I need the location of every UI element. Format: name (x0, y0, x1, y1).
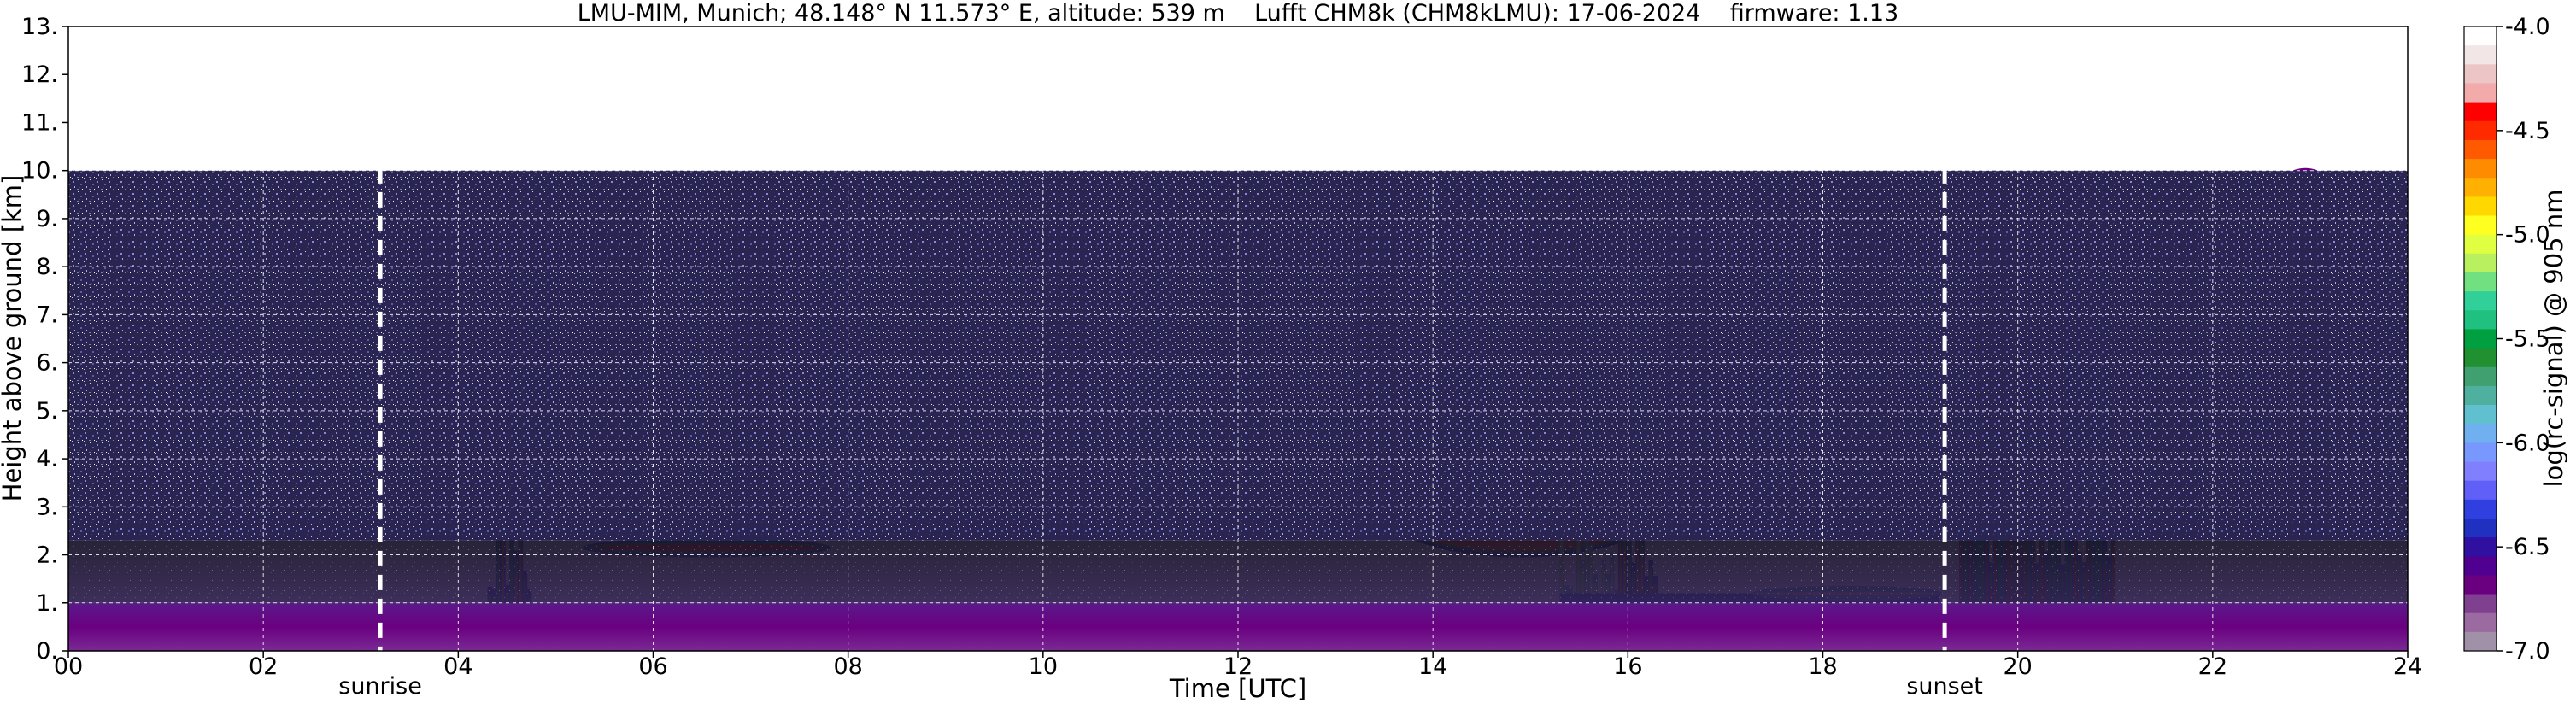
colorbar-tick-label: -7.0 (2505, 638, 2550, 665)
x-tick-label: 20 (2003, 653, 2032, 680)
colorbar: -4.0 -4.5 -5.0 -5.5 -6.0 -6.5 -7.0 (2463, 14, 2550, 665)
x-tick-label: 12 (1223, 653, 1253, 680)
x-tick-label: 04 (443, 653, 472, 680)
y-tick-label: 9. (36, 206, 58, 232)
colorbar-segment (2464, 424, 2497, 443)
x-tick-label: 10 (1029, 653, 1058, 680)
colorbar-segment (2464, 178, 2497, 197)
colorbar-segment (2464, 139, 2497, 160)
x-tick-label: 16 (1613, 653, 1642, 680)
y-tick-label: 13. (21, 14, 58, 40)
colorbar-segment (2464, 442, 2497, 463)
x-tick-label: 06 (638, 653, 667, 680)
y-axis: 0. 1. 2. 3. 4. 5. 6. 7. 8. 9. 10. 11. 12. 13. (21, 14, 68, 665)
colorbar-segment (2464, 159, 2497, 179)
x-tick-label: 08 (833, 653, 862, 680)
colorbar-segment (2464, 102, 2497, 122)
x-tick-label: 24 (2393, 653, 2422, 680)
colorbar-segment (2464, 26, 2497, 46)
colorbar-segment (2464, 253, 2497, 273)
colorbar-segment (2464, 348, 2497, 368)
colorbar-segment (2464, 64, 2497, 85)
colorbar-segment (2464, 83, 2497, 103)
y-tick-label: 10. (21, 158, 58, 185)
colorbar-segment (2464, 405, 2497, 425)
y-tick-label: 4. (36, 446, 58, 472)
x-tick-label: 14 (1418, 653, 1447, 680)
y-tick-label: 6. (36, 350, 58, 377)
colorbar-tick-label: -6.5 (2505, 534, 2550, 560)
y-tick-label: 2. (36, 542, 58, 569)
colorbar-segment (2464, 45, 2497, 65)
residual-layer-speckle (68, 540, 2408, 603)
colorbar-tick-label: -5.0 (2505, 222, 2550, 249)
colorbar-segment (2464, 556, 2497, 576)
y-tick-label: 8. (36, 254, 58, 280)
y-tick-label: 7. (36, 302, 58, 328)
colorbar-segment (2464, 575, 2497, 595)
colorbar-segment (2464, 537, 2497, 557)
colorbar-label: log(rc-signal) @ 905 nm (2539, 190, 2568, 488)
colorbar-segment (2464, 310, 2497, 331)
x-axis-label: Time [UTC] (1169, 674, 1306, 703)
y-tick-label: 11. (21, 109, 58, 136)
colorbar-tick-label: -4.0 (2505, 14, 2550, 40)
y-tick-label: 0. (36, 638, 58, 665)
y-tick-label: 1. (36, 590, 58, 617)
grid-lines (68, 26, 2408, 651)
colorbar-segment (2464, 215, 2497, 236)
colorbar-segment (2464, 366, 2497, 387)
colorbar-segment (2464, 234, 2497, 255)
colorbar-segment (2464, 385, 2497, 406)
feature-residual-layer-23 (68, 540, 2408, 603)
y-axis-label: Height above ground [km] (0, 175, 26, 502)
colorbar-tick-label: -6.0 (2505, 430, 2550, 456)
colorbar-segment (2464, 272, 2497, 292)
y-tick-label: 5. (36, 398, 58, 425)
y-tick-label: 12. (21, 62, 58, 88)
x-tick-label: 18 (1808, 653, 1837, 680)
sunrise-label: sunrise (338, 673, 422, 700)
colorbar-tick-label: -4.5 (2505, 118, 2550, 144)
colorbar-segment (2464, 499, 2497, 519)
y-tick-label: 3. (36, 494, 58, 520)
chart-title: LMU-MIM, Munich; 48.148° N 11.573° E, al… (578, 0, 1898, 26)
x-tick-label: 00 (54, 653, 83, 680)
colorbar-tick-label: -5.5 (2505, 326, 2550, 353)
x-axis: 00 02 04 06 08 10 12 14 16 18 20 22 24 (54, 651, 2422, 680)
colorbar-segment (2464, 594, 2497, 614)
colorbar-segment (2464, 631, 2497, 652)
colorbar-segment (2464, 518, 2497, 538)
event-marker-labels: sunrise sunset (338, 673, 1983, 700)
sunset-label: sunset (1906, 673, 1983, 700)
colorbar-segment (2464, 291, 2497, 311)
colorbar-segment (2464, 461, 2497, 482)
x-tick-label: 02 (249, 653, 278, 680)
colorbar-segment (2464, 480, 2497, 501)
colorbar-segment (2464, 120, 2497, 141)
colorbar-segment (2464, 196, 2497, 217)
colorbar-segment (2464, 329, 2497, 349)
event-markers (378, 167, 1947, 651)
colorbar-segment (2464, 612, 2497, 633)
x-tick-label: 22 (2198, 653, 2227, 680)
